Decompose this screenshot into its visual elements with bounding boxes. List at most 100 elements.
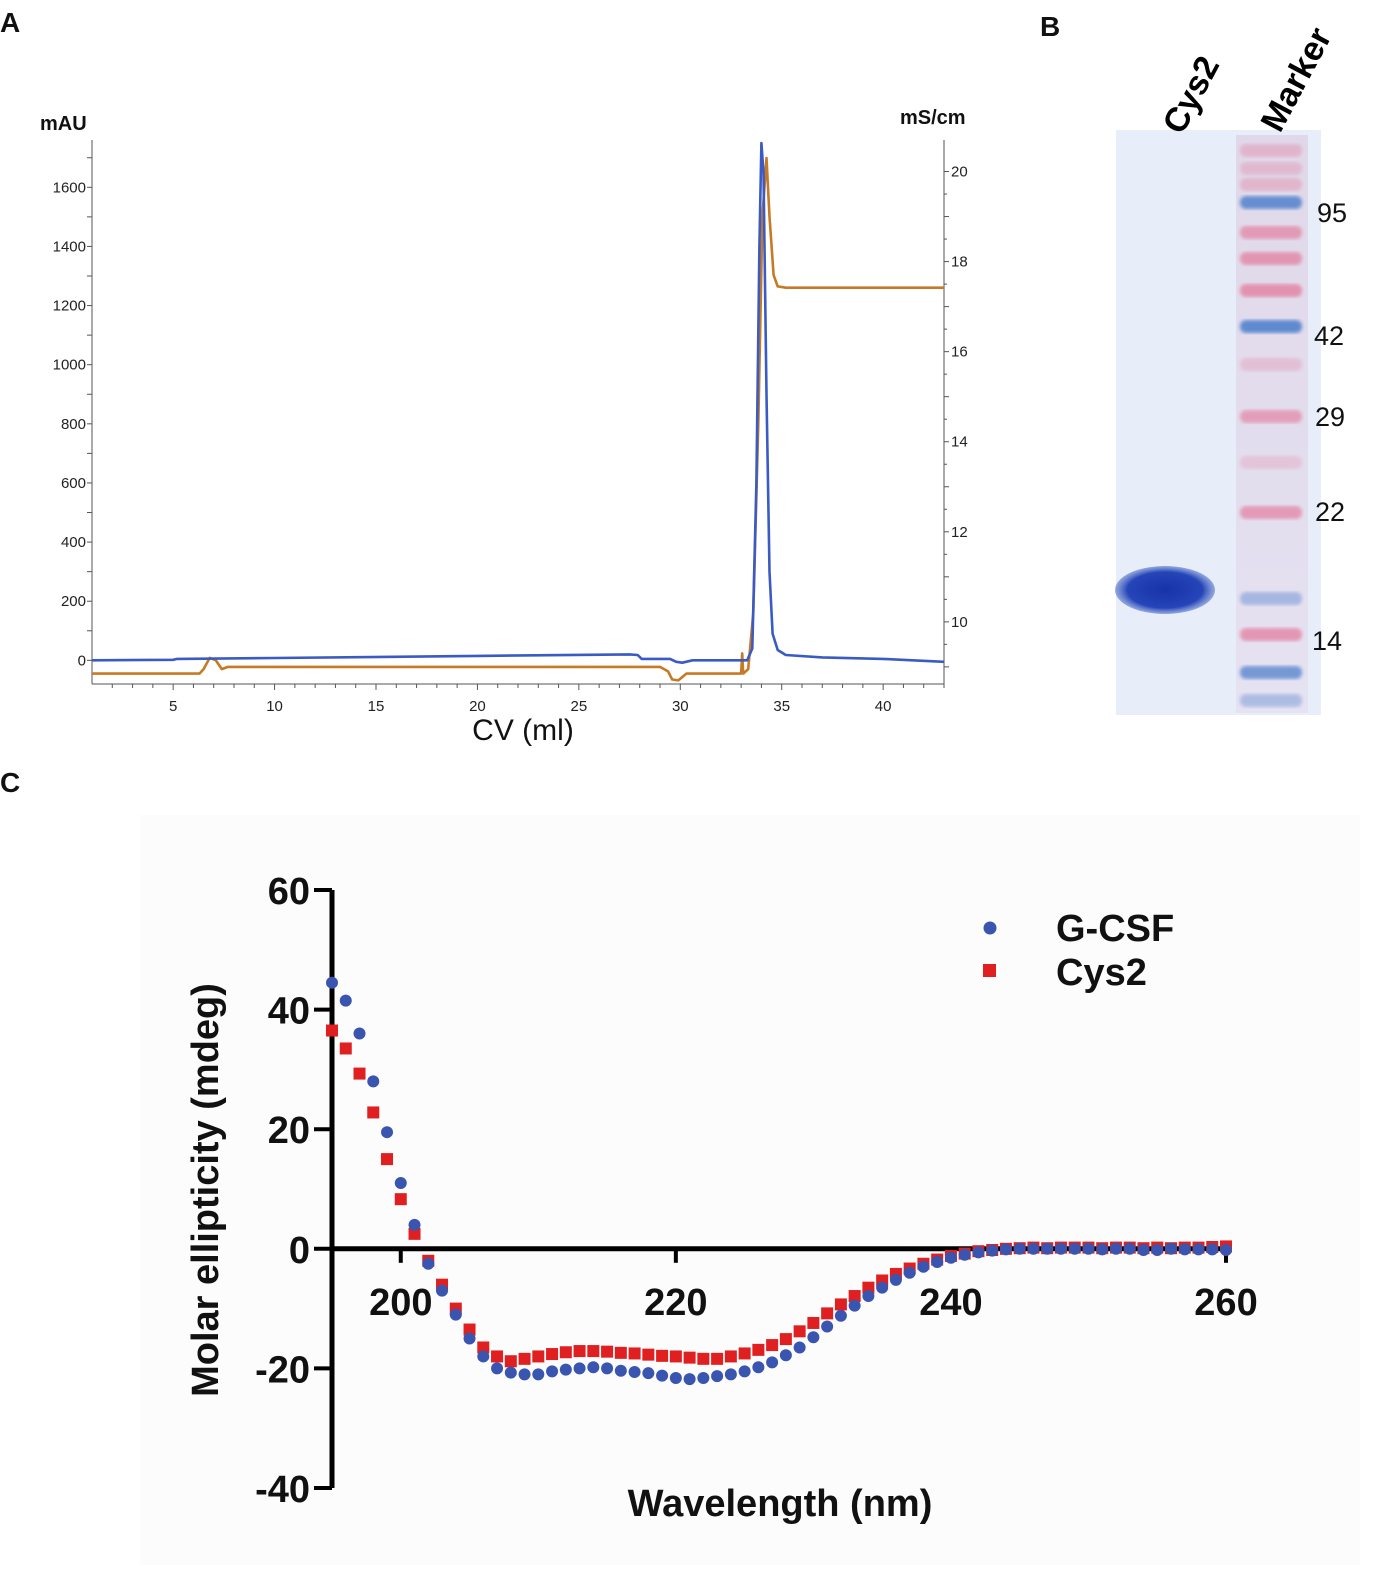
gcsf-point — [339, 994, 352, 1007]
left-tick-label: 0 — [78, 652, 86, 669]
gcsf-point — [917, 1260, 930, 1273]
cys2-point — [601, 1345, 614, 1358]
gcsf-point — [683, 1373, 696, 1386]
cys2-point — [807, 1316, 820, 1329]
gcsf-point — [1192, 1243, 1205, 1256]
cys2-point — [683, 1351, 696, 1364]
gcsf-point — [449, 1308, 462, 1321]
gcsf-point — [1096, 1243, 1109, 1256]
cd-y-tick-label: -40 — [255, 1469, 310, 1511]
cys2-point — [339, 1042, 352, 1055]
gcsf-point — [422, 1257, 435, 1270]
marker-band — [1240, 456, 1302, 469]
legend-marker-gcsf — [983, 921, 997, 935]
gcsf-point — [1027, 1242, 1040, 1255]
cys2-point — [491, 1350, 504, 1363]
left-tick-label: 200 — [61, 593, 86, 610]
mw-label-29: 29 — [1315, 402, 1345, 432]
gcsf-point — [876, 1281, 889, 1294]
marker-band — [1240, 226, 1302, 239]
cd-y-tick-label: -20 — [255, 1349, 310, 1391]
cys2-point — [738, 1347, 751, 1360]
gcsf-point — [518, 1368, 531, 1381]
legend-marker-cys2 — [983, 964, 996, 977]
gcsf-point — [986, 1244, 999, 1257]
gcsf-point — [367, 1075, 380, 1088]
gcsf-point — [1164, 1242, 1177, 1255]
cys2-point — [793, 1325, 806, 1338]
gcsf-point — [546, 1365, 559, 1378]
gcsf-point — [1137, 1243, 1150, 1256]
gcsf-point — [724, 1368, 737, 1381]
cd-data-points — [326, 976, 1232, 1386]
mw-label-42: 42 — [1314, 321, 1344, 351]
marker-band — [1240, 666, 1302, 679]
cys2-point — [779, 1333, 792, 1346]
gcsf-point — [1082, 1242, 1095, 1255]
gcsf-point — [766, 1356, 779, 1369]
cd-x-axis-label: Wavelength (nm) — [628, 1483, 933, 1525]
cys2-point — [614, 1346, 627, 1359]
left-tick-label: 1000 — [53, 357, 86, 374]
gcsf-point — [793, 1341, 806, 1354]
x-tick-label: 30 — [672, 698, 689, 715]
gcsf-point — [477, 1350, 490, 1363]
gcsf-point — [628, 1365, 641, 1378]
cys2-point — [518, 1352, 531, 1365]
conductivity-trace — [92, 156, 944, 682]
cys2-point — [628, 1347, 641, 1360]
x-tick-label: 5 — [169, 698, 177, 715]
x-tick-label: 25 — [571, 698, 588, 715]
left-tick-label: 600 — [61, 475, 86, 492]
gcsf-point — [1041, 1242, 1054, 1255]
cd-x-tick-label: 240 — [919, 1282, 982, 1324]
gcsf-point — [1178, 1243, 1191, 1256]
mw-label-22: 22 — [1315, 497, 1345, 527]
legend-label-gcsf: G-CSF — [1056, 908, 1174, 950]
marker-band — [1240, 162, 1302, 175]
marker-band — [1240, 320, 1302, 333]
gcsf-point — [972, 1246, 985, 1259]
cys2-point — [587, 1345, 600, 1358]
gcsf-point — [1068, 1242, 1081, 1255]
right-tick-label: 18 — [951, 254, 968, 271]
gcsf-point — [711, 1370, 724, 1383]
gcsf-point — [848, 1299, 861, 1312]
cys2-point — [642, 1348, 655, 1361]
uv-absorbance-trace — [91, 141, 945, 664]
gcsf-point — [738, 1365, 751, 1378]
gcsf-point — [1206, 1243, 1219, 1256]
cys2-point — [381, 1153, 394, 1166]
marker-band — [1240, 196, 1302, 209]
cys2-point — [834, 1298, 847, 1311]
cys2-point — [353, 1067, 366, 1080]
gcsf-point — [353, 1027, 366, 1040]
x-tick-label: 10 — [266, 698, 283, 715]
cys2-point — [848, 1290, 861, 1303]
gcsf-point — [326, 976, 338, 989]
marker-band — [1240, 358, 1302, 371]
cys2-point — [711, 1352, 724, 1365]
gcsf-point — [504, 1366, 517, 1379]
cys2-point — [326, 1024, 338, 1037]
gcsf-point — [1151, 1243, 1164, 1256]
gcsf-point — [931, 1255, 944, 1268]
gcsf-point — [559, 1363, 572, 1376]
gcsf-point — [532, 1368, 545, 1381]
gcsf-point — [408, 1218, 421, 1231]
chromatogram-chart: 5 10 15 20 25 30 35 400200400600800100012001400… — [40, 107, 968, 747]
cys2-point — [862, 1281, 875, 1294]
marker-lane — [1236, 135, 1308, 713]
chromatogram-left-axis-label: mAU — [40, 113, 87, 135]
cd-x-tick-label: 220 — [644, 1282, 707, 1324]
gcsf-point — [394, 1177, 407, 1190]
gcsf-point — [889, 1273, 902, 1286]
cd-y-tick-label: 60 — [268, 871, 310, 913]
marker-band — [1240, 178, 1302, 191]
cys2-point — [532, 1350, 545, 1363]
cys2-point — [504, 1355, 517, 1368]
marker-band — [1240, 144, 1302, 157]
marker-band — [1240, 506, 1302, 519]
gcsf-point — [614, 1364, 627, 1377]
